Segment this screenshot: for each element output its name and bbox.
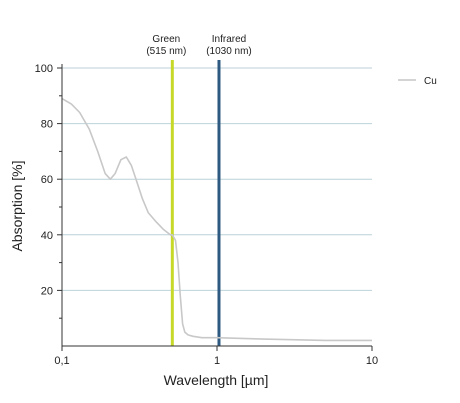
y-tick-label-100: 100 <box>35 63 53 75</box>
y-tick-label-80: 80 <box>41 119 53 131</box>
annotation-label-1-line1: Infrared <box>212 34 246 45</box>
annotation-label-0-line2: (515 nm) <box>146 46 186 57</box>
x-axis-title: Wavelength [µm] <box>164 372 269 388</box>
y-tick-label-20: 20 <box>41 285 53 297</box>
series-group <box>61 97 372 342</box>
annotation-label-1-line2: (1030 nm) <box>206 46 252 57</box>
grid <box>62 67 372 291</box>
annotation-lines: Green(515 nm) Infrared(1030 nm) <box>146 34 252 346</box>
x-tick-label-1: 1 <box>214 355 220 367</box>
series-line-cu <box>61 97 372 342</box>
y-tick-label-60: 60 <box>41 174 53 186</box>
x-tick-label-0: 0,1 <box>54 355 69 367</box>
legend: Cu <box>398 76 437 87</box>
y-axis-title: Absorption [%] <box>9 160 25 251</box>
axes <box>57 64 373 351</box>
x-tick-label-2: 10 <box>366 355 378 367</box>
legend-label-0: Cu <box>424 76 437 87</box>
tick-labels: 20 40 60 80 100 0,1 1 10 <box>35 63 378 367</box>
y-tick-label-40: 40 <box>41 230 53 242</box>
annotation-label-0-line1: Green <box>152 34 180 45</box>
